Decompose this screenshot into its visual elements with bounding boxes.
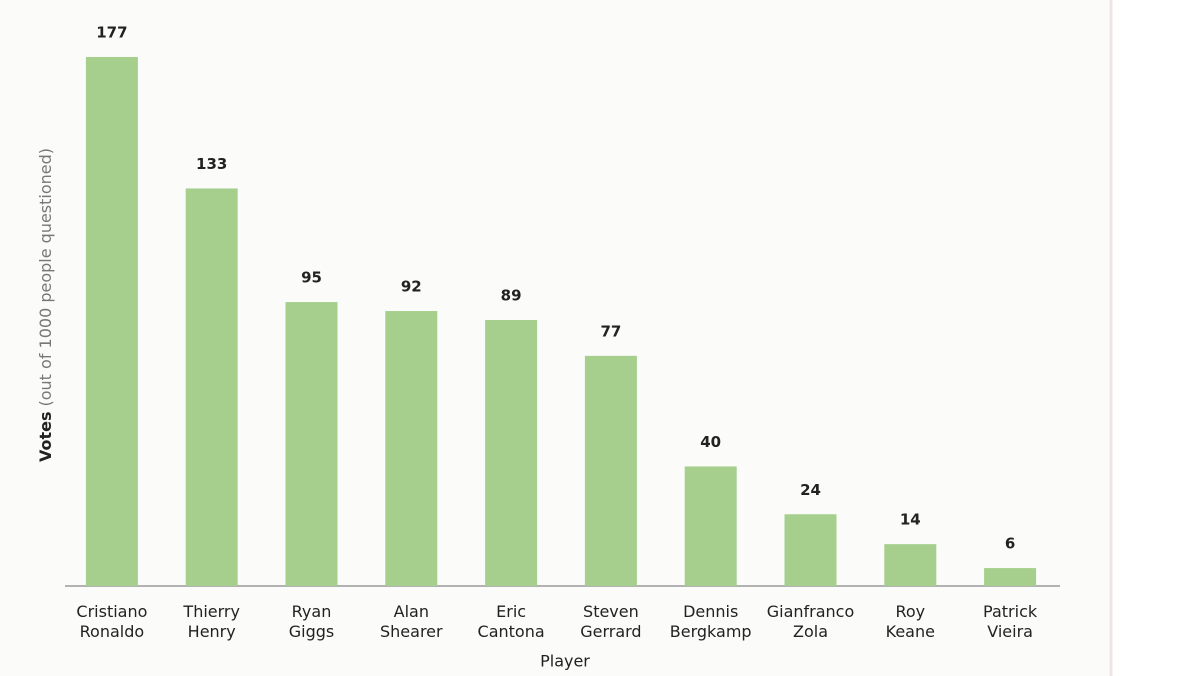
bar — [884, 544, 937, 586]
value-label: 89 — [501, 286, 522, 304]
x-tick-label: Eric Cantona — [478, 602, 545, 641]
x-tick-label: Steven Gerrard — [580, 602, 641, 641]
bar — [285, 302, 338, 586]
value-label: 77 — [600, 322, 621, 340]
bar — [684, 466, 737, 586]
bar — [984, 568, 1037, 586]
x-tick-label: Patrick Vieira — [983, 602, 1038, 641]
bar — [485, 319, 538, 586]
bar — [385, 311, 438, 586]
value-label: 6 — [1005, 535, 1015, 553]
x-tick-label: Alan Shearer — [380, 602, 443, 641]
x-tick-label: Cristiano Ronaldo — [76, 602, 147, 641]
bar — [85, 56, 138, 586]
value-label: 40 — [700, 433, 721, 451]
x-tick-label: Ryan Giggs — [289, 602, 335, 641]
value-label: 14 — [900, 511, 921, 529]
background — [0, 0, 1110, 676]
value-label: 133 — [196, 155, 227, 173]
bar — [185, 188, 238, 586]
value-label: 95 — [301, 269, 322, 287]
value-label: 24 — [800, 481, 821, 499]
y-axis-label: Votes (out of 1000 people questioned) — [36, 148, 55, 462]
bar — [584, 355, 637, 586]
x-tick-label: Thierry Henry — [182, 602, 240, 641]
value-label: 92 — [401, 278, 422, 296]
value-label: 177 — [96, 23, 127, 41]
x-tick-label: Dennis Bergkamp — [670, 602, 752, 641]
x-axis-label: Player — [540, 652, 590, 671]
bar — [784, 514, 837, 586]
x-tick-label: Gianfranco Zola — [767, 602, 855, 641]
y-label-note: (out of 1000 people questioned) — [36, 148, 55, 407]
y-label-main: Votes — [36, 412, 55, 463]
x-tick-label: Roy Keane — [886, 602, 935, 641]
